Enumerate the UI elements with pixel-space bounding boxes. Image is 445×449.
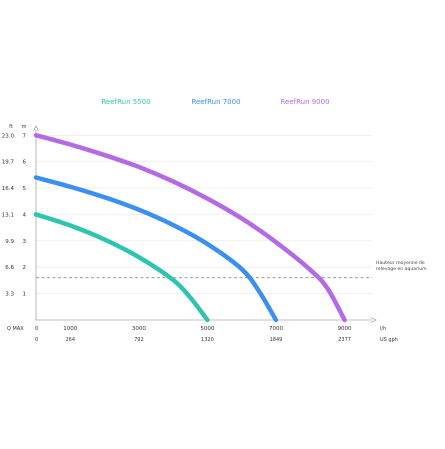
x-axis-arrow-icon bbox=[370, 317, 377, 323]
x-unit-lh: l/h bbox=[380, 326, 386, 332]
x-tick-label-lh: 7000 bbox=[269, 326, 283, 332]
axis-layer bbox=[33, 125, 377, 323]
x-tick-label-usgph: 792 bbox=[134, 337, 144, 343]
series-line-2 bbox=[33, 175, 279, 323]
x-tick-label-usgph: 1320 bbox=[201, 337, 214, 343]
y-tick-label-m: 5 bbox=[23, 186, 27, 192]
y-tick-label-ft: 9.9 bbox=[5, 239, 14, 245]
x-prefix-label: Q MAX bbox=[7, 326, 24, 332]
legend-entry: ReefRun 7000 bbox=[191, 98, 240, 106]
x-tick-label-lh: 3000 bbox=[132, 326, 146, 332]
y-tick-label-ft: 16.4 bbox=[2, 186, 15, 192]
y-tick-label-m: 7 bbox=[23, 133, 27, 139]
y-tick-label-ft: 3.3 bbox=[5, 292, 14, 298]
y-tick-label-m: 4 bbox=[23, 212, 27, 218]
y-tick-label-ft: 13.1 bbox=[2, 212, 14, 218]
y-tick-label-ft: 19.7 bbox=[2, 160, 15, 166]
reference-line-label: Hauteur moyenne de bbox=[376, 260, 425, 266]
legend-entry: ReefRun 9000 bbox=[280, 98, 329, 106]
x-tick-label-usgph: 264 bbox=[66, 337, 76, 343]
x-unit-usgph: US gph bbox=[380, 337, 398, 343]
y-tick-label-m: 1 bbox=[23, 292, 27, 298]
y-tick-label-ft: 6.6 bbox=[5, 265, 14, 271]
label-layer: 1 3.3 2 6.6 3 9.9 4 13.1 5 16.4 6 19.7 7 23.0 ft m 0 0 100… bbox=[2, 124, 427, 343]
y-tick-label-m: 6 bbox=[23, 160, 27, 166]
legend: ReefRun 5500 ReefRun 7000 ReefRun 9000 bbox=[101, 98, 329, 106]
x-tick-label-lh: 1000 bbox=[63, 326, 77, 332]
y-tick-label-ft: 23.0 bbox=[2, 133, 15, 139]
x-tick-label-lh: 5000 bbox=[200, 326, 214, 332]
y-tick-label-m: 3 bbox=[23, 239, 27, 245]
y-unit-ft: ft bbox=[9, 124, 13, 130]
y-axis-arrow-icon bbox=[33, 125, 39, 132]
series-line-1 bbox=[33, 212, 210, 323]
legend-entry: ReefRun 5500 bbox=[101, 98, 150, 106]
x-tick-label-usgph: 2377 bbox=[338, 337, 351, 343]
reference-line-label: relevage en aquarium bbox=[376, 266, 427, 272]
x-tick-label-lh: 0 bbox=[35, 326, 39, 332]
x-tick-label-lh: 9000 bbox=[338, 326, 352, 332]
series-line-3 bbox=[33, 133, 347, 323]
y-tick-label-m: 2 bbox=[23, 265, 27, 271]
grid-layer bbox=[36, 134, 372, 294]
series-layer bbox=[33, 133, 347, 323]
x-tick-label-usgph: 1849 bbox=[270, 337, 283, 343]
y-unit-m: m bbox=[22, 124, 27, 130]
x-tick-label-usgph: 0 bbox=[35, 337, 38, 343]
